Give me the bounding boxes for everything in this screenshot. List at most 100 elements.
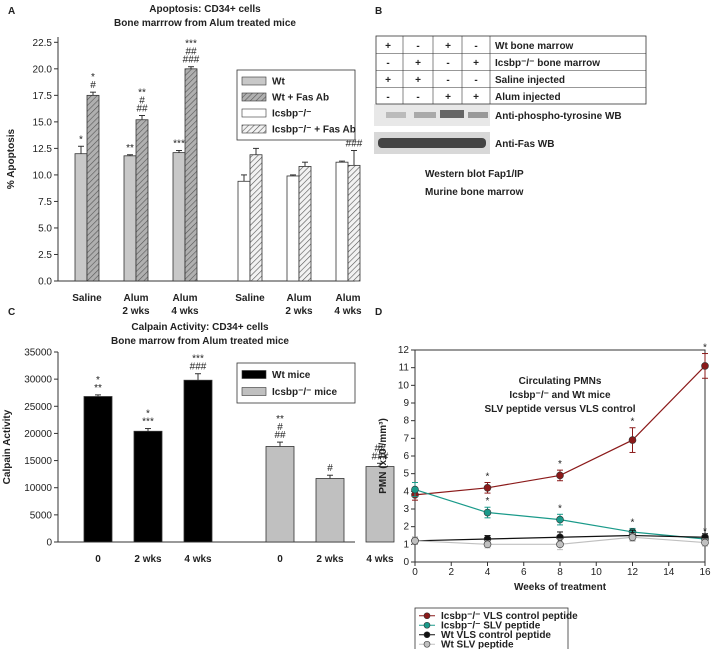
y-tick-label: 4 <box>403 486 409 497</box>
point <box>483 483 492 492</box>
legend-marker <box>423 621 431 629</box>
y-tick-label: 12 <box>398 345 410 356</box>
x-tick-label: Saline <box>235 293 265 304</box>
band-label: Anti-Fas WB <box>495 139 554 150</box>
x-tick-label: 6 <box>521 567 527 578</box>
point <box>628 436 637 444</box>
bar <box>237 180 251 282</box>
bar <box>286 175 300 282</box>
x-tick-label: Alum 4 wks <box>334 293 362 317</box>
x-tick-label: Saline <box>72 293 102 304</box>
chart-title: Apoptosis: CD34+ cells <box>149 4 261 15</box>
y-tick-label: 22.5 <box>33 38 53 49</box>
legend-swatch <box>241 76 267 86</box>
bar <box>365 466 395 543</box>
significance-label: ** # ## <box>274 414 286 441</box>
legend-label: Icsbp⁻/⁻ VLS control peptide <box>441 611 578 622</box>
bar <box>298 166 312 282</box>
y-tick-label: 15.0 <box>33 117 53 128</box>
significance-label: * <box>558 503 562 514</box>
point <box>701 538 709 547</box>
x-tick-label: 2 wks <box>316 554 344 565</box>
point <box>411 485 419 494</box>
legend-swatch <box>241 92 267 102</box>
sign: - <box>474 75 477 86</box>
sign: - <box>446 75 449 86</box>
x-tick-label: Alum 2 wks <box>285 293 313 317</box>
bar <box>123 155 137 282</box>
sign: + <box>473 92 479 103</box>
blot-caption: Murine bone marrow <box>425 187 524 198</box>
y-tick-label: 11 <box>399 363 410 374</box>
x-tick-label: 0 <box>277 554 283 565</box>
x-tick-label: 8 <box>557 567 563 578</box>
y-axis-label: Calpain Activity <box>2 409 13 484</box>
y-tick-label: 10 <box>398 380 410 391</box>
x-tick-label: 4 wks <box>184 554 212 565</box>
row-label: Alum injected <box>495 92 561 103</box>
legend-label: Wt mice <box>272 370 311 381</box>
y-tick-label: 2.5 <box>38 250 52 261</box>
x-tick-label: 16 <box>699 567 711 578</box>
point <box>701 362 709 370</box>
significance-label: # <box>327 463 333 474</box>
panel-label: C <box>8 307 15 318</box>
y-tick-label: 12.5 <box>33 144 53 155</box>
significance-label: * # <box>90 72 96 91</box>
legend-marker <box>423 631 431 639</box>
legend-swatch <box>241 124 267 134</box>
sign: + <box>445 41 451 52</box>
y-tick-label: 10000 <box>24 483 52 494</box>
significance-label: * <box>486 496 490 507</box>
y-axis-label: PMN (x10³/mm³) <box>378 418 389 494</box>
bar <box>184 68 198 282</box>
y-tick-label: 7.5 <box>38 197 52 208</box>
bar <box>183 379 213 543</box>
legend-label: Icsbp⁻/⁻ + Fas Ab <box>272 125 356 136</box>
significance-label: * <box>631 517 635 528</box>
point <box>556 471 564 480</box>
sign: - <box>386 92 389 103</box>
legend-label: Wt VLS control peptide <box>441 630 551 641</box>
x-tick-label: 12 <box>627 567 639 578</box>
legend-marker <box>423 612 431 620</box>
point <box>483 540 492 549</box>
y-tick-label: 5 <box>403 469 409 480</box>
legend-box <box>236 362 356 404</box>
significance-label: *** <box>94 375 102 394</box>
x-tick-label: 10 <box>591 567 603 578</box>
x-tick-label: Alum 2 wks <box>122 293 150 317</box>
legend-label: Wt + Fas Ab <box>272 93 329 104</box>
legend-swatch <box>241 387 267 396</box>
y-tick-label: 9 <box>403 398 409 409</box>
bar <box>86 94 100 282</box>
point <box>628 533 637 542</box>
legend-swatch <box>241 370 267 379</box>
bar <box>74 153 88 282</box>
y-tick-label: 30000 <box>24 375 52 386</box>
sign: - <box>474 41 477 52</box>
bar <box>265 446 295 543</box>
sign: - <box>416 41 419 52</box>
bar <box>172 152 186 282</box>
sign: + <box>385 41 391 52</box>
blot-band <box>414 112 436 118</box>
sign: + <box>385 75 391 86</box>
y-tick-label: 20000 <box>24 429 52 440</box>
significance-label: ## ### <box>372 443 389 462</box>
chart-title: Icsbp⁻/⁻ and Wt mice <box>509 390 611 401</box>
significance-label: * <box>631 417 635 428</box>
significance-label: *** ### <box>190 354 207 373</box>
legend-label: Wt <box>272 77 285 88</box>
legend-label: Icsbp⁻/⁻ SLV peptide <box>441 620 541 631</box>
y-tick-label: 2 <box>403 522 409 533</box>
bar <box>83 396 113 543</box>
y-tick-label: 17.5 <box>33 91 53 102</box>
sign: + <box>445 92 451 103</box>
x-tick-label: 4 <box>485 567 491 578</box>
significance-label: ### <box>346 139 363 150</box>
y-tick-label: 3 <box>403 504 409 515</box>
blot-band <box>386 112 406 118</box>
significance-label: *** ## ### <box>183 39 200 66</box>
